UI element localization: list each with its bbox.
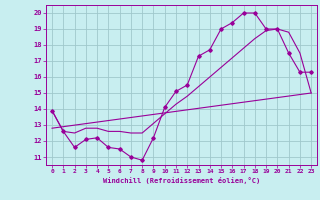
X-axis label: Windchill (Refroidissement éolien,°C): Windchill (Refroidissement éolien,°C) [103, 177, 260, 184]
